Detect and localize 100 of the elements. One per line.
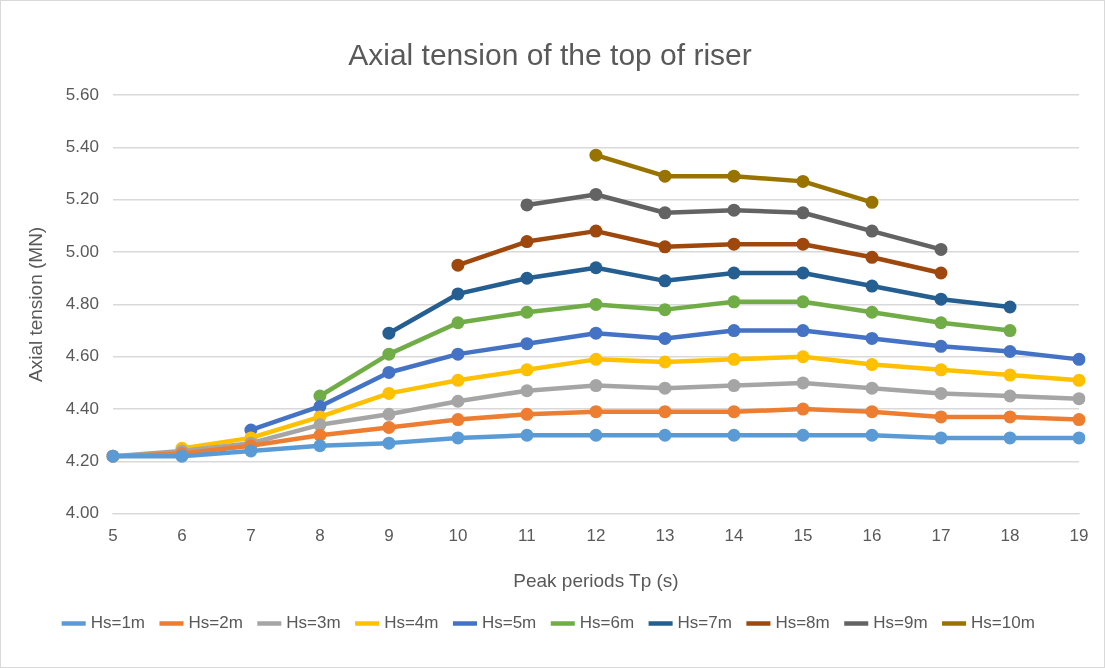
x-tick-label: 13: [655, 525, 675, 545]
point: [451, 287, 465, 301]
point: [658, 331, 672, 345]
point: [520, 235, 534, 249]
point: [727, 295, 741, 309]
legend-label: Hs=9m: [873, 613, 928, 633]
x-tick-label: 10: [448, 525, 468, 545]
point: [1003, 368, 1017, 382]
point: [451, 373, 465, 387]
point: [658, 274, 672, 288]
point: [589, 148, 603, 162]
y-tick-label: 5.20: [65, 189, 99, 209]
point: [451, 347, 465, 361]
point: [382, 365, 396, 379]
point: [313, 399, 327, 413]
point: [589, 352, 603, 366]
point: [796, 350, 810, 364]
point: [796, 324, 810, 338]
point: [520, 407, 534, 421]
point: [796, 237, 810, 251]
point: [865, 331, 879, 345]
x-tick-label: 14: [724, 525, 744, 545]
point: [382, 386, 396, 400]
point: [1072, 373, 1086, 387]
y-tick-label: 4.80: [65, 294, 99, 314]
point: [1003, 389, 1017, 403]
point: [727, 352, 741, 366]
point: [934, 410, 948, 424]
legend-label: Hs=5m: [481, 613, 537, 633]
x-tick-label: 15: [793, 525, 813, 545]
point: [382, 347, 396, 361]
point: [727, 266, 741, 280]
legend-label: Hs=1m: [90, 613, 145, 633]
y-tick-label: 5.00: [65, 241, 99, 261]
point: [1003, 431, 1017, 445]
legend-label: Hs=8m: [775, 613, 830, 633]
y-tick-label: 4.60: [65, 346, 99, 366]
point: [520, 384, 534, 398]
x-tick-label: 7: [246, 525, 256, 545]
point: [589, 326, 603, 340]
legend-label: Hs=2m: [188, 613, 243, 633]
point: [451, 258, 465, 272]
legend-label: Hs=6m: [579, 613, 635, 633]
point: [727, 428, 741, 442]
point: [589, 405, 603, 419]
point: [520, 198, 534, 212]
point: [382, 420, 396, 434]
point: [934, 363, 948, 377]
point: [589, 379, 603, 393]
x-tick-label: 17: [931, 525, 951, 545]
point: [1072, 413, 1086, 427]
point: [865, 250, 879, 264]
point: [658, 428, 672, 442]
point: [796, 206, 810, 220]
point: [382, 436, 396, 450]
point: [865, 428, 879, 442]
point: [865, 358, 879, 372]
x-axis-title: Peak periods Tp (s): [513, 569, 679, 591]
point: [727, 379, 741, 393]
point: [451, 431, 465, 445]
point: [796, 376, 810, 390]
point: [727, 169, 741, 183]
point: [658, 206, 672, 220]
point: [451, 394, 465, 408]
x-tick-label: 16: [862, 525, 882, 545]
point: [589, 261, 603, 275]
point: [934, 431, 948, 445]
x-tick-label: 6: [177, 525, 187, 545]
point: [865, 405, 879, 419]
point: [520, 305, 534, 319]
point: [865, 381, 879, 395]
point: [520, 363, 534, 377]
point: [865, 305, 879, 319]
point: [382, 407, 396, 421]
point: [934, 266, 948, 280]
point: [796, 174, 810, 188]
y-tick-label: 5.40: [65, 137, 99, 157]
point: [589, 428, 603, 442]
point: [934, 339, 948, 353]
point: [934, 316, 948, 330]
point: [727, 203, 741, 217]
point: [1003, 300, 1017, 314]
point: [796, 402, 810, 416]
point: [1003, 410, 1017, 424]
x-tick-label: 5: [108, 525, 118, 545]
y-tick-label: 5.60: [65, 84, 99, 104]
point: [1003, 324, 1017, 338]
point: [796, 295, 810, 309]
point: [658, 355, 672, 369]
y-axis-title: Axial tension (MN): [24, 226, 46, 383]
point: [865, 279, 879, 293]
legend-label: Hs=3m: [286, 613, 341, 633]
point: [727, 237, 741, 251]
point: [520, 337, 534, 351]
point: [589, 224, 603, 238]
x-tick-label: 9: [384, 525, 394, 545]
point: [658, 169, 672, 183]
point: [451, 413, 465, 427]
point: [451, 316, 465, 330]
point: [382, 326, 396, 340]
